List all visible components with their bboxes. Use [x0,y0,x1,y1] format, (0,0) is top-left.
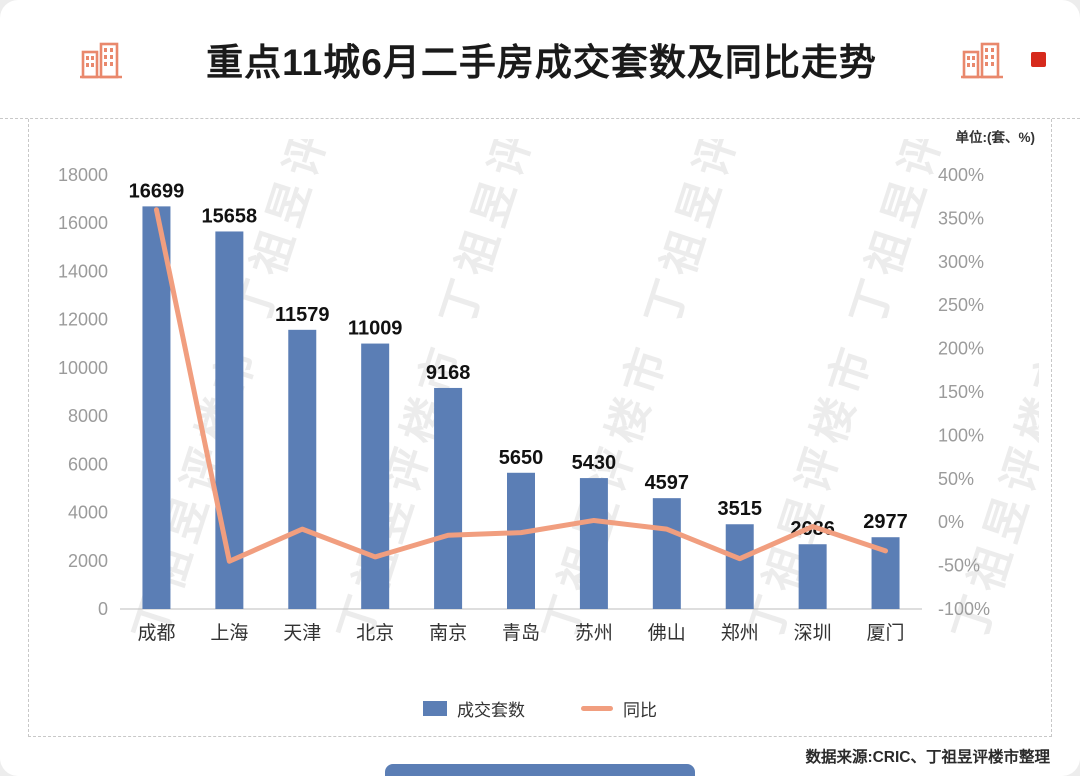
bar-value-label: 2977 [863,511,908,533]
header-divider [0,118,1080,119]
left-axis-tick: 16000 [58,213,108,233]
right-axis-tick: 400% [938,165,984,185]
right-axis-tick: 50% [938,469,974,489]
bar-value-label: 5650 [499,447,544,469]
legend-bar-swatch [423,700,447,716]
right-axis-tick: 150% [938,382,984,402]
right-axis-tick: 0% [938,512,964,532]
red-square-icon [1031,51,1046,67]
bar-value-label: 9168 [426,362,471,384]
category-label: 北京 [356,622,394,644]
left-axis-tick: 2000 [68,551,108,571]
header: 重点11城6月二手房成交套数及同比走势 [0,0,1080,118]
bar [507,472,535,609]
legend-item-bars: 成交套数 [423,696,525,721]
bar [142,206,171,609]
left-axis-tick: 6000 [68,454,108,474]
legend-line-swatch [581,705,613,711]
legend-line-label: 同比 [623,700,657,720]
left-axis-tick: 18000 [58,165,108,185]
bar-value-label: 5430 [572,452,617,474]
legend: 成交套数 同比 [41,683,1039,733]
right-axis-tick: 100% [938,425,984,445]
bar-value-label: 11009 [348,318,403,340]
bar [215,231,244,609]
left-axis-tick: 4000 [68,503,108,523]
bar [725,524,754,609]
legend-bar-label: 成交套数 [457,700,525,720]
footer: 数据来源:CRIC、丁祖昱评楼市整理 [0,745,1080,767]
left-axis-tick: 12000 [58,310,108,330]
yoy-line [153,207,889,564]
right-axis-tick: 250% [938,295,984,315]
left-axis-tick: 14000 [58,261,108,281]
chart-container: 单位:(套、%) 丁祖昱评楼市 丁祖昱评楼市 丁祖昱评楼市 丁祖昱评楼市 丁祖昱评楼… [28,119,1052,737]
category-label: 上海 [210,622,248,644]
header-right-icons [959,36,1046,82]
bar [288,329,317,609]
category-label: 成都 [137,622,175,644]
right-axis-tick: 200% [938,339,984,359]
left-axis-tick: 10000 [58,358,108,378]
right-axis-tick: -100% [938,599,990,619]
bar-value-label: 15658 [202,205,258,227]
category-label: 佛山 [648,622,686,644]
category-label: 苏州 [575,622,613,644]
building-icon-left [78,36,124,82]
page-title: 重点11城6月二手房成交套数及同比走势 [124,32,959,86]
bottom-pill [385,764,695,776]
bar-value-label: 11579 [275,304,330,326]
left-axis-tick: 8000 [68,406,108,426]
bar-value-label: 16699 [129,180,185,202]
data-source: 数据来源:CRIC、丁祖昱评楼市整理 [805,749,1050,766]
title-part-1: 重点11城6月 [206,42,421,83]
category-label: 南京 [429,622,467,644]
category-label: 厦门 [867,622,905,644]
bar [434,387,463,609]
bar-value-label: 4597 [645,472,690,494]
right-axis-tick: 300% [938,252,984,272]
legend-item-line: 同比 [581,696,657,721]
unit-label: 单位:(套、%) [955,130,1036,145]
category-label: 郑州 [721,622,759,644]
category-label: 青岛 [502,622,540,644]
title-part-2: 二手房成交套数及同比走势 [420,42,877,83]
bar [361,343,390,609]
right-axis-tick: 350% [938,208,984,228]
right-axis-tick: -50% [938,556,980,576]
bar [579,478,608,609]
bar [798,544,827,609]
left-axis-tick: 0 [98,599,108,619]
bar-value-label: 3515 [717,498,762,520]
category-label: 天津 [283,622,321,644]
bar [652,498,681,609]
building-icon-right [959,36,1005,82]
category-label: 深圳 [794,622,832,644]
